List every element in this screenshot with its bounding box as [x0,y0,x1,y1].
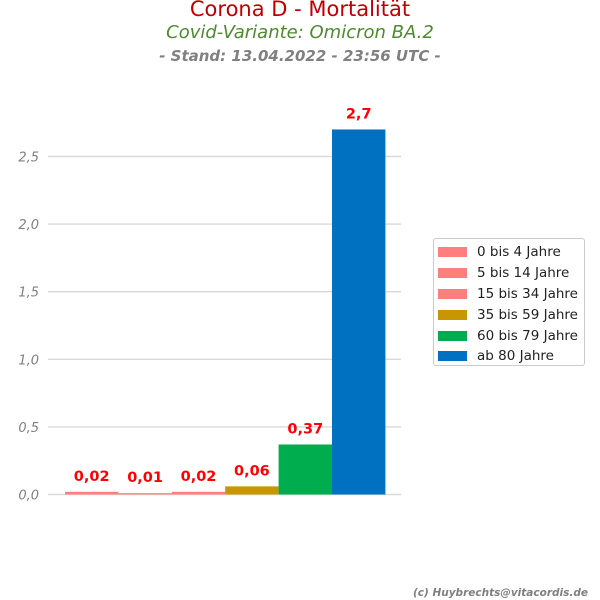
bar [171,491,226,495]
bar [278,444,332,495]
legend-swatch [438,330,467,341]
legend-swatch [438,268,467,279]
legend-item: 60 bis 79 Jahre [438,325,584,346]
data-label: 0,37 [287,421,323,437]
y-tick-label: 1,0 [18,353,39,368]
legend-label: ab 80 Jahre [477,348,554,365]
legend-label: 35 bis 59 Jahre [477,306,578,323]
y-tick-label: 0,5 [18,421,39,436]
legend-item: 15 bis 34 Jahre [438,284,584,305]
legend-label: 15 bis 34 Jahre [477,285,578,302]
bar [225,486,279,495]
chart-date-stamp: - Stand: 13.04.2022 - 23:56 UTC - [159,47,441,65]
legend-label: 0 bis 4 Jahre [477,244,561,261]
legend-swatch [438,288,467,299]
y-tick-label: 2,5 [18,151,39,166]
legend-item: 0 bis 4 Jahre [438,242,584,263]
y-tick-label: 0,0 [18,489,39,504]
data-label: 0,02 [181,469,217,485]
chart-title: Corona D - Mortalität [189,0,411,21]
legend-item: 35 bis 59 Jahre [438,304,584,325]
legend-label: 60 bis 79 Jahre [477,327,578,344]
data-label: 0,06 [234,463,270,479]
data-label: 0,02 [74,469,110,485]
data-label: 0,01 [127,470,163,486]
legend-label: 5 bis 14 Jahre [477,265,570,282]
data-label: 2,7 [346,106,372,122]
legend-swatch [438,247,467,258]
credit-text: (c) Huybrechts@vitacordis.de [412,587,588,599]
bar [65,491,119,495]
legend-item: 5 bis 14 Jahre [438,263,584,284]
legend: 0 bis 4 Jahre 5 bis 14 Jahre 15 bis 34 Jah… [433,238,585,366]
bar [332,129,386,495]
legend-item: ab 80 Jahre [438,346,584,367]
bar [118,493,172,495]
legend-swatch [438,351,467,362]
y-tick-label: 1,5 [18,286,39,301]
chart-subtitle: Covid-Variante: Omicron BA.2 [166,22,434,43]
y-tick-label: 2,0 [18,218,39,233]
legend-swatch [438,309,467,320]
